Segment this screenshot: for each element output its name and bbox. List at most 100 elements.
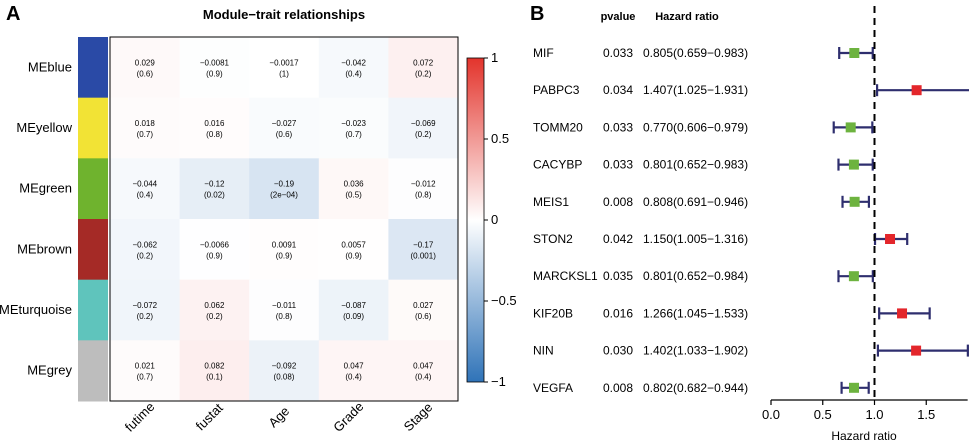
hazard-ratio-label: 0.808(0.691−0.946) (643, 195, 748, 209)
cell-pvalue-label: (0.7) (137, 130, 154, 139)
module-color-swatch (78, 279, 108, 341)
trait-column-label: Age (265, 403, 292, 430)
cell-pvalue-label: (0.4) (345, 69, 362, 78)
heatmap-title: Module−trait relationships (203, 7, 365, 22)
heatmap-border (109, 36, 459, 402)
cell-value-label: −0.069 (411, 119, 436, 128)
heatmap-cell (179, 340, 250, 402)
cell-value-label: −0.012 (411, 180, 436, 189)
cell-value-label: −0.027 (272, 119, 297, 128)
cell-pvalue-label: (0.6) (137, 69, 154, 78)
module-row-label: MEyellow (16, 120, 72, 135)
cell-value-label: −0.011 (272, 301, 297, 310)
pvalue-column-header: pvalue (601, 11, 636, 23)
hazard-ratio-label: 0.801(0.652−0.984) (643, 269, 748, 283)
cell-pvalue-label: (0.8) (206, 130, 223, 139)
pvalue-label: 0.033 (603, 158, 633, 172)
gene-label: MEIS1 (533, 195, 569, 209)
cell-pvalue-label: (0.4) (345, 373, 362, 382)
colorbar-tick-label: −0.5 (491, 293, 517, 308)
cell-value-label: −0.0017 (269, 58, 299, 67)
cell-value-label: −0.0066 (200, 240, 230, 249)
module-color-swatch (78, 97, 108, 159)
cell-value-label: 0.036 (344, 180, 365, 189)
module-color-swatch (78, 219, 108, 281)
heatmap-cell (388, 97, 459, 159)
module-color-swatch (78, 340, 108, 402)
heatmap-cell (110, 158, 181, 220)
module-row-label: MEgreen (19, 181, 72, 196)
module-row-label: MEbrown (17, 241, 72, 256)
cell-pvalue-label: (0.5) (345, 191, 362, 200)
heatmap-cell (110, 340, 181, 402)
heatmap-cell (110, 219, 181, 281)
cell-pvalue-label: (0.4) (137, 191, 154, 200)
hazard-ratio-point (849, 196, 860, 207)
cell-pvalue-label: (0.2) (137, 312, 154, 321)
cell-pvalue-label: (2e−04) (270, 191, 298, 200)
x-axis-tick-label: 1.5 (917, 407, 935, 422)
gene-label: NIN (533, 344, 554, 358)
cell-value-label: 0.021 (135, 362, 156, 371)
cell-value-label: −0.023 (341, 119, 366, 128)
gene-label: PABPC3 (533, 83, 580, 97)
hazard-ratio-label: 1.407(1.025−1.931) (643, 83, 748, 97)
pvalue-label: 0.030 (603, 344, 633, 358)
trait-column-label: Stage (401, 399, 436, 434)
cell-value-label: −0.042 (341, 58, 366, 67)
heatmap-row-labels: MEblue MEyellow MEgreen MEbrown MEturquoise M… (0, 37, 108, 402)
hazard-ratio-label: 1.266(1.045−1.533) (643, 306, 748, 320)
gene-label: MARCKSL1 (533, 269, 598, 283)
pvalue-label: 0.008 (603, 381, 633, 395)
cell-value-label: −0.062 (132, 240, 157, 249)
cell-pvalue-label: (1) (279, 69, 289, 78)
x-axis-tick-label: 0.5 (814, 407, 832, 422)
cell-value-label: 0.047 (413, 362, 434, 371)
cell-value-label: 0.047 (344, 362, 365, 371)
heatmap-cell (388, 279, 459, 341)
cell-value-label: −0.044 (132, 180, 157, 189)
heatmap-column-labels: futime fustat Age Grade Stage (122, 399, 436, 435)
cell-pvalue-label: (0.2) (415, 130, 432, 139)
cell-pvalue-label: (0.02) (204, 191, 225, 200)
gene-label: CACYBP (533, 158, 582, 172)
heatmap-cell (249, 340, 320, 402)
cell-value-label: 0.027 (413, 301, 434, 310)
hazard-ratio-point (849, 48, 860, 58)
cell-pvalue-label: (0.8) (415, 191, 432, 200)
cell-pvalue-label: (0.2) (206, 312, 223, 321)
pvalue-label: 0.034 (603, 83, 633, 97)
cell-pvalue-label: (0.001) (411, 251, 437, 260)
hazard-ratio-column-header: Hazard ratio (655, 11, 719, 23)
forest-panel: pvalue Hazard ratio MIF 0.033 0.805(0.659−… (533, 6, 969, 443)
heatmap-cell (388, 340, 459, 402)
gene-label: TOMM20 (533, 120, 583, 134)
forest-x-axis-title: Hazard ratio (831, 429, 897, 443)
cell-pvalue-label: (0.08) (274, 373, 295, 382)
cell-pvalue-label: (0.2) (137, 251, 154, 260)
hazard-ratio-point (885, 234, 896, 244)
colorbar-tick-label: 0.5 (491, 131, 509, 146)
cell-value-label: 0.018 (135, 119, 156, 128)
gene-label: VEGFA (533, 381, 573, 395)
heatmap-cell (179, 37, 250, 99)
cell-pvalue-label: (0.9) (206, 251, 223, 260)
heatmap-colorbar: 1 0.5 0 −0.5 −1 (466, 50, 517, 389)
forest-rows: MIF 0.033 0.805(0.659−0.983) PABPC3 0.034 1.4… (533, 46, 969, 395)
cell-value-label: −0.092 (272, 362, 297, 371)
cell-value-label: −0.072 (132, 301, 157, 310)
heatmap-cell (249, 37, 320, 99)
heatmap-cell (249, 219, 320, 281)
cell-pvalue-label: (0.9) (276, 251, 293, 260)
heatmap-cell (388, 219, 459, 281)
pvalue-label: 0.042 (603, 232, 633, 246)
hazard-ratio-point (911, 345, 922, 356)
module-row-label: MEgrey (27, 363, 72, 378)
module-color-swatch (78, 158, 108, 220)
cell-value-label: 0.029 (135, 58, 156, 67)
heatmap-cell (318, 158, 389, 220)
heatmap-cell (110, 279, 181, 341)
pvalue-label: 0.033 (603, 120, 633, 134)
cell-pvalue-label: (0.9) (206, 69, 223, 78)
heatmap-cell (318, 279, 389, 341)
